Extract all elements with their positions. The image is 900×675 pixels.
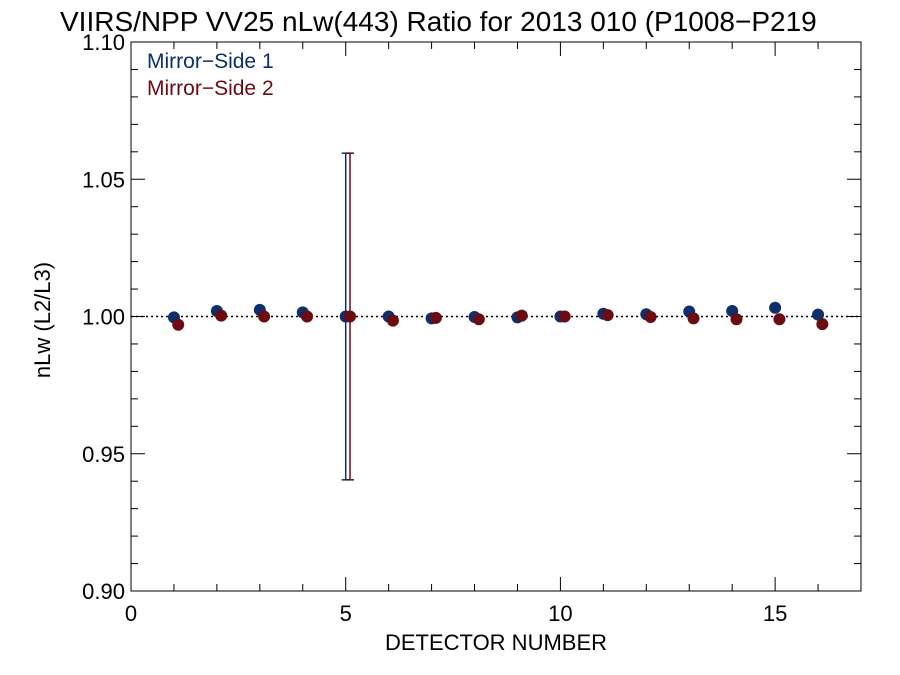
data-point-series-2 <box>730 313 743 326</box>
y-tick-label: 0.95 <box>82 442 125 467</box>
data-point-series-2 <box>301 310 314 323</box>
data-point-series-2 <box>558 310 571 323</box>
chart-title: VIIRS/NPP VV25 nLw(443) Ratio for 2013 0… <box>60 6 817 37</box>
data-point-series-2 <box>687 312 700 325</box>
data-point-series-2 <box>816 318 829 331</box>
y-tick-label: 0.90 <box>82 579 125 604</box>
x-tick-label: 10 <box>548 601 572 626</box>
data-point-series-2 <box>386 314 399 327</box>
data-point-series-1 <box>812 308 825 321</box>
plot-area: 0 5 10 15 0.90 0.95 1.00 1.05 1.10 Mirror−Side 1 M… <box>82 30 862 626</box>
data-point-series-2 <box>215 309 228 322</box>
data-point-series-2 <box>258 310 271 323</box>
data-point-series-2 <box>472 313 485 326</box>
data-point-series-2 <box>773 313 786 326</box>
y-tick-label: 1.05 <box>82 167 125 192</box>
y-tick-label: 1.00 <box>82 305 125 330</box>
legend-item-series-2: Mirror−Side 2 <box>147 77 274 100</box>
data-point-series-2 <box>644 311 657 324</box>
x-tick-label: 0 <box>125 601 137 626</box>
x-tick-label: 15 <box>763 601 787 626</box>
y-tick-label: 1.10 <box>82 30 125 55</box>
x-tick-label: 5 <box>340 601 352 626</box>
data-point-series-2 <box>429 311 442 324</box>
legend-item-series-1: Mirror−Side 1 <box>147 50 274 73</box>
data-point-series-2 <box>601 309 614 322</box>
data-point-series-2 <box>172 318 185 331</box>
data-point-series-2 <box>344 310 356 323</box>
data-point-series-1 <box>769 301 782 314</box>
data-point-series-2 <box>515 309 528 322</box>
x-axis-title: DETECTOR NUMBER <box>385 630 607 655</box>
y-axis-title: nLw (L2/L3) <box>30 262 55 378</box>
